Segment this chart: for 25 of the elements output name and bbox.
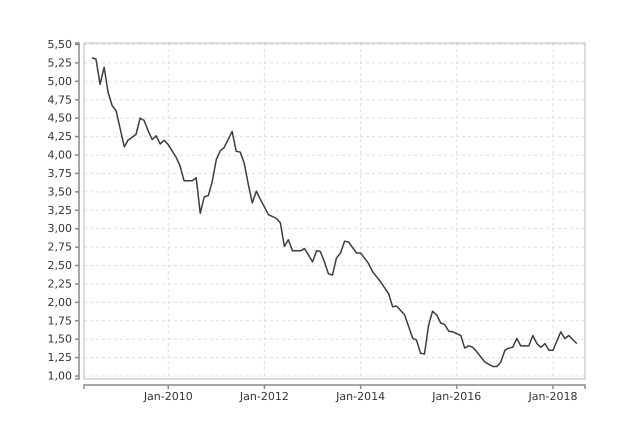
y-tick-label: 1,00 [48, 370, 72, 383]
y-tick-label: 1,25 [48, 351, 72, 364]
y-tick-label: 1,75 [48, 314, 72, 328]
y-tick-label: 5,50 [48, 38, 72, 51]
y-tick-label: 5,25 [48, 56, 72, 70]
x-tick-label: Jan-2018 [528, 390, 578, 403]
y-tick-label: 4,25 [48, 130, 72, 144]
x-tick-label: Jan-2012 [238, 390, 289, 403]
y-tick-label: 3,25 [48, 204, 72, 217]
y-tick-label: 5,00 [48, 74, 72, 88]
y-tick-label: 1,50 [48, 332, 72, 346]
line-series [91, 56, 578, 368]
y-tick-label: 2,00 [48, 296, 72, 309]
y-tick-label: 2,75 [48, 240, 72, 254]
y-tick-label: 4,75 [48, 93, 72, 106]
y-tick-label: 3,75 [48, 166, 72, 180]
x-tick-label: Jan-2010 [142, 390, 193, 403]
y-tick-label: 2,25 [48, 277, 72, 290]
y-tick-label: 3,50 [48, 185, 72, 198]
y-tick-label: 2,50 [48, 259, 72, 272]
y-tick-label: 4,00 [48, 148, 72, 162]
y-tick-label: 3,00 [48, 222, 72, 236]
x-tick-label: Jan-2014 [335, 390, 386, 403]
y-tick-label: 4,50 [48, 112, 72, 125]
x-tick-label: Jan-2016 [431, 390, 482, 403]
